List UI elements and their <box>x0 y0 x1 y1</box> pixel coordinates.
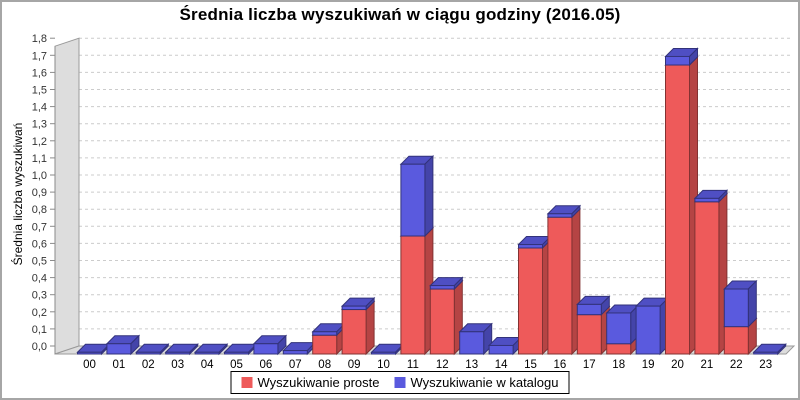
bar-group-22 <box>723 279 758 356</box>
bar-group-08 <box>311 322 346 356</box>
x-axis-labels: 00 01 02 03 04 05 06 07 08 09 10 11 12 13 14 15 16 17 18 19… <box>83 359 772 371</box>
bar-group-15 <box>517 235 552 356</box>
bar-group-21 <box>693 189 729 356</box>
x-category-label: 15 <box>524 359 537 371</box>
bar-group-02 <box>135 343 170 356</box>
x-category-label: 18 <box>612 359 625 371</box>
y-axis-ticks: 0,0 0,1 0,2 0,3 0,4 0,5 0,6 0,7 0,8 0,9 1,0 1,1 1,2 1… <box>32 33 55 353</box>
y-tick-label: 1,1 <box>32 153 47 165</box>
bar-group-18 <box>605 303 640 356</box>
x-category-label: 05 <box>230 359 243 371</box>
y-tick-label: 0,3 <box>32 290 47 302</box>
x-category-label: 07 <box>289 359 302 371</box>
x-category-label: 12 <box>436 359 449 371</box>
x-category-label: 21 <box>701 359 714 371</box>
y-tick-label: 0,4 <box>32 273 47 285</box>
chart-title: Średnia liczba wyszukiwań w ciągu godzin… <box>179 5 621 24</box>
y-tick-label: 1,6 <box>32 67 47 79</box>
x-category-label: 16 <box>554 359 567 371</box>
legend-item-proste: Wyszukiwanie proste <box>241 375 380 390</box>
y-axis-title: Średnia liczba wyszukiwań <box>11 122 25 266</box>
legend-label-katalog: Wyszukiwanie w katalogu <box>410 375 559 390</box>
bar-group-01 <box>105 334 141 356</box>
x-category-label: 08 <box>318 359 331 371</box>
bar-group-16 <box>546 204 582 356</box>
legend-swatch-katalog-icon <box>394 377 406 388</box>
x-category-label: 00 <box>83 359 96 371</box>
y-tick-label: 1,3 <box>32 119 47 131</box>
bar-group-09 <box>340 296 376 356</box>
bar-group-06 <box>252 334 288 356</box>
x-category-label: 22 <box>730 359 743 371</box>
x-category-label: 20 <box>671 359 684 371</box>
bar-group-11 <box>399 154 435 356</box>
bar-group-12 <box>429 276 464 356</box>
plot-wall <box>54 37 80 355</box>
x-category-label: 02 <box>142 359 155 371</box>
bars <box>76 47 787 356</box>
x-category-label: 04 <box>201 359 214 371</box>
x-category-label: 06 <box>260 359 273 371</box>
bar-group-04 <box>193 343 229 356</box>
bar-group-13 <box>458 322 493 356</box>
y-tick-label: 1,2 <box>32 136 47 148</box>
legend-item-katalog: Wyszukiwanie w katalogu <box>394 375 559 390</box>
bar-group-19 <box>634 296 670 356</box>
bar-group-17 <box>576 295 611 356</box>
y-tick-label: 0,8 <box>32 204 47 216</box>
y-tick-label: 1,8 <box>32 33 47 45</box>
y-tick-label: 0,2 <box>32 307 47 319</box>
y-tick-label: 0,6 <box>32 238 47 250</box>
bar-group-23 <box>752 343 787 356</box>
y-tick-label: 0,9 <box>32 187 47 199</box>
legend-label-proste: Wyszukiwanie proste <box>257 375 380 390</box>
x-category-label: 09 <box>348 359 361 371</box>
y-tick-label: 0,1 <box>32 324 47 336</box>
y-tick-label: 1,0 <box>32 170 47 182</box>
y-tick-label: 1,7 <box>32 50 47 62</box>
bar-group-03 <box>164 343 199 356</box>
x-category-label: 03 <box>171 359 184 371</box>
y-tick-label: 1,4 <box>32 102 47 114</box>
x-category-label: 10 <box>377 359 390 371</box>
x-category-label: 14 <box>495 359 508 371</box>
x-category-label: 23 <box>759 359 772 371</box>
x-category-label: 11 <box>407 359 419 371</box>
x-category-label: 13 <box>465 359 478 371</box>
y-tick-label: 0,0 <box>32 341 47 353</box>
y-tick-label: 1,5 <box>32 85 47 97</box>
legend-swatch-proste-icon <box>241 377 253 388</box>
y-tick-label: 0,7 <box>32 221 47 233</box>
y-tick-label: 0,5 <box>32 256 47 268</box>
x-category-label: 17 <box>583 359 596 371</box>
x-category-label: 19 <box>642 359 655 371</box>
x-category-label: 01 <box>113 359 126 371</box>
bar-group-20 <box>664 47 699 356</box>
legend: Wyszukiwanie proste Wyszukiwanie w katal… <box>230 371 570 394</box>
